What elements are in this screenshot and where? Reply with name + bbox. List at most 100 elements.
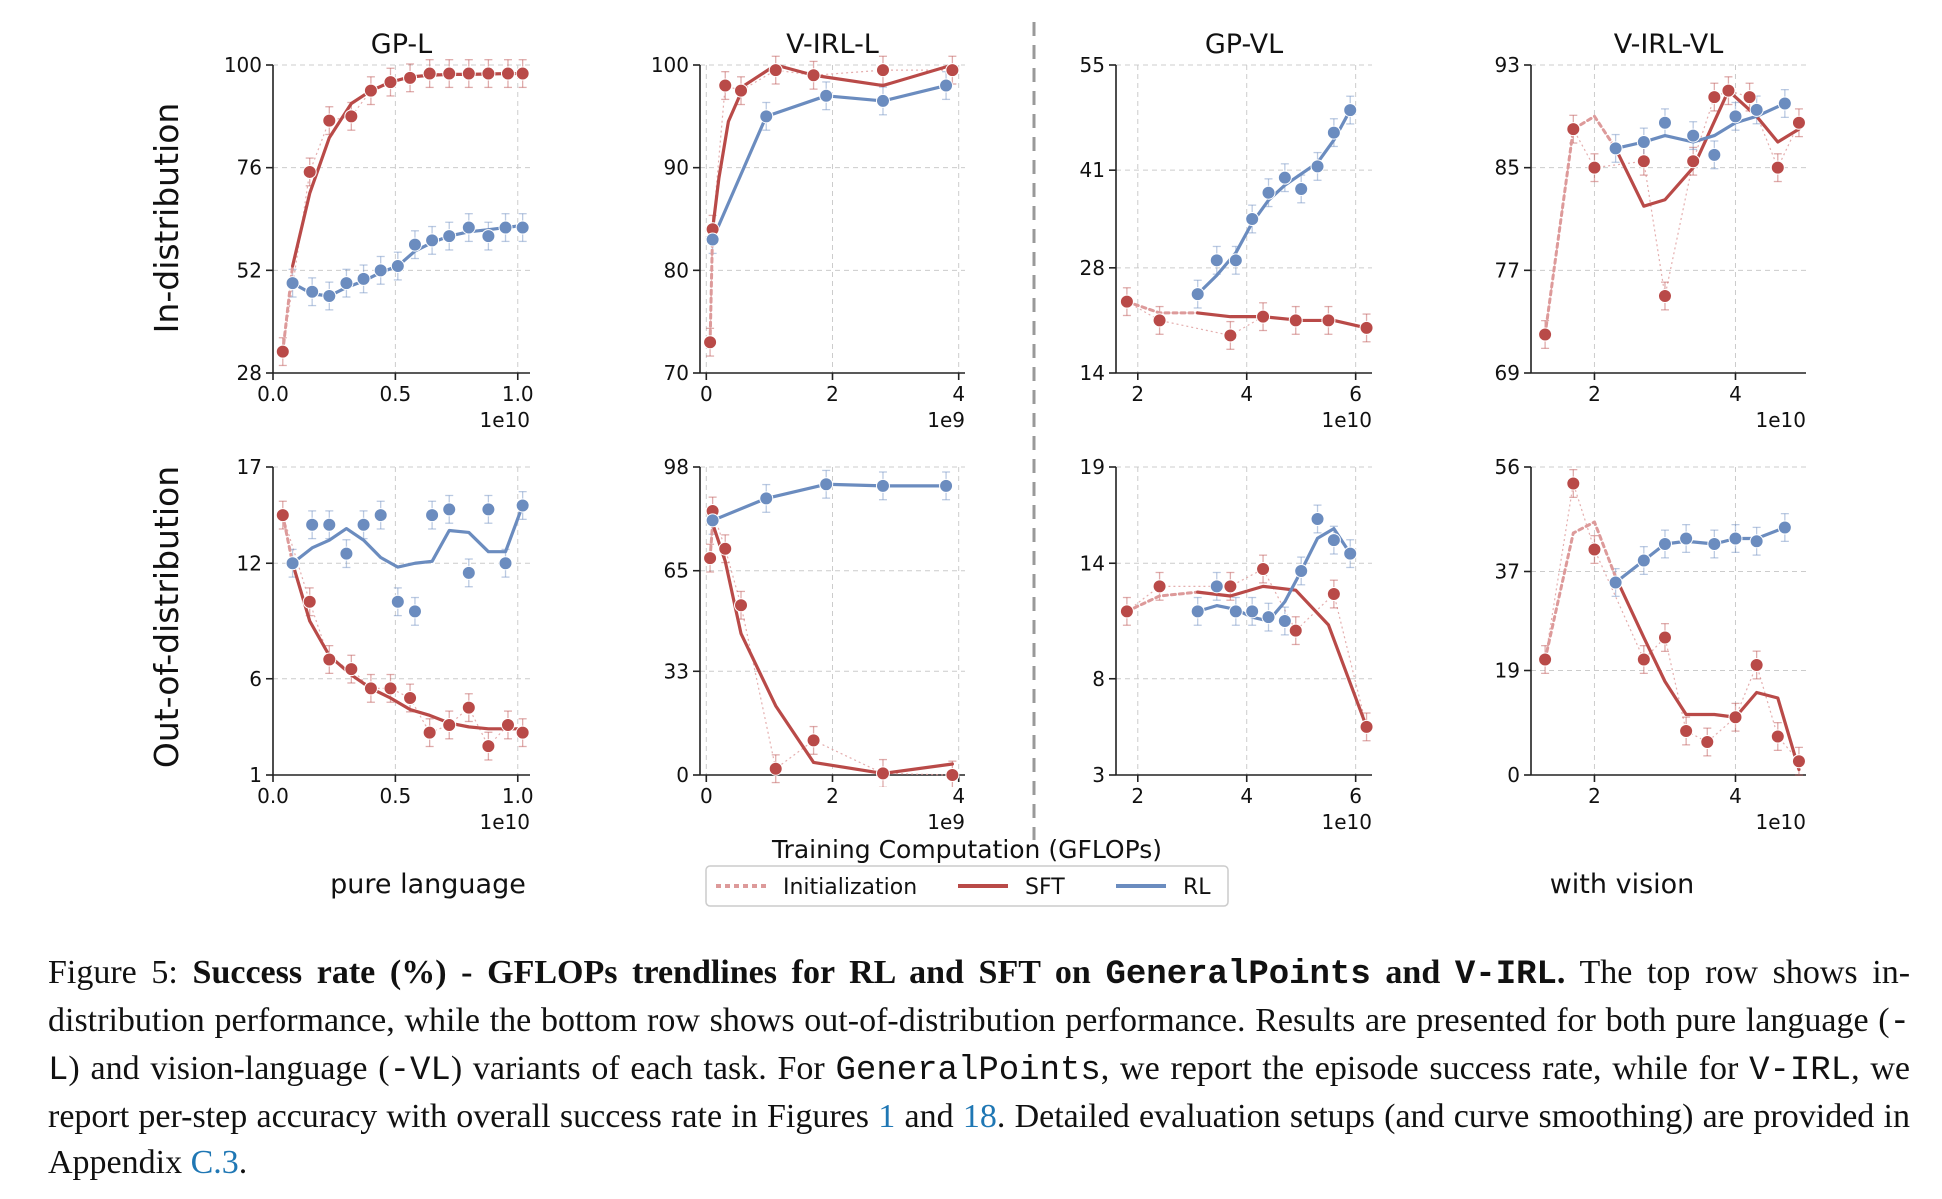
data-point-sft <box>383 75 398 90</box>
x-tick-label: 0.0 <box>257 382 289 406</box>
x-tick-label: 4 <box>952 784 965 808</box>
data-point-sft <box>442 66 457 81</box>
y-tick-label: 37 <box>1495 560 1520 584</box>
y-tick-label: 98 <box>664 455 689 479</box>
data-point-rl <box>322 517 337 532</box>
legend-label-initialization: Initialization <box>783 875 917 900</box>
data-point-sft <box>1152 313 1167 328</box>
caption-figure-link-18[interactable]: 18 <box>962 1098 997 1135</box>
data-point-sft <box>1636 154 1651 169</box>
data-point-sft <box>945 768 960 782</box>
y-tick-label: 6 <box>249 667 262 691</box>
y-tick-label: 65 <box>664 559 689 583</box>
data-point-sft <box>363 681 378 696</box>
caption-mono-vl: -VL <box>389 1052 451 1090</box>
subplot-title: V-IRL-L <box>786 29 879 60</box>
data-point-sft <box>302 164 317 179</box>
caption-bold-generalpoints: GeneralPoints <box>1105 956 1371 994</box>
subplot-title: GP-VL <box>1205 29 1283 60</box>
data-point-rl <box>759 109 774 124</box>
x-axis-scale-label: 1e10 <box>1756 810 1806 834</box>
data-point-rl <box>1749 534 1764 549</box>
data-point-rl <box>875 478 890 493</box>
data-point-sft <box>1538 327 1553 342</box>
data-point-rl <box>1608 575 1623 590</box>
series-line-sft <box>1614 89 1801 208</box>
sft-raw-connector <box>1544 483 1800 762</box>
y-tick-label: 14 <box>1080 361 1105 385</box>
y-tick-label: 41 <box>1080 158 1105 182</box>
data-point-rl <box>1310 159 1325 174</box>
y-tick-label: 14 <box>1080 551 1105 575</box>
legend-label-sft: SFT <box>1025 875 1065 900</box>
data-point-rl <box>425 233 440 248</box>
data-point-sft <box>322 113 337 128</box>
series-line-initialization <box>1125 300 1200 315</box>
data-point-sft <box>718 78 733 93</box>
data-point-rl <box>498 220 513 235</box>
caption-text-3: ) variants of each task. For <box>450 1050 825 1087</box>
data-point-rl <box>305 284 320 299</box>
data-point-rl <box>1261 610 1276 625</box>
data-point-rl <box>322 289 337 303</box>
series-line-sft <box>1614 575 1801 772</box>
x-axis-scale-label: 1e10 <box>1322 408 1372 432</box>
data-point-rl <box>1294 181 1309 196</box>
data-point-rl <box>1728 531 1743 546</box>
x-tick-label: 4 <box>1729 784 1742 808</box>
data-point-rl <box>1777 96 1792 111</box>
data-point-rl <box>1657 537 1672 551</box>
sft-raw-connector <box>1544 90 1800 335</box>
series-line-initialization <box>708 227 715 344</box>
x-axis-scale-label: 1e10 <box>480 408 530 432</box>
data-point-rl <box>1190 604 1205 619</box>
data-point-rl <box>339 276 354 291</box>
data-point-sft <box>718 541 733 556</box>
data-point-rl <box>819 88 834 103</box>
data-point-rl <box>285 276 300 291</box>
data-point-rl <box>1707 537 1722 551</box>
y-tick-label: 80 <box>664 258 689 282</box>
y-tick-label: 19 <box>1080 455 1105 479</box>
data-point-sft <box>734 83 749 98</box>
data-point-rl <box>515 220 530 235</box>
data-point-rl <box>1228 253 1243 268</box>
data-point-sft <box>945 63 960 78</box>
data-point-sft <box>1791 115 1806 130</box>
x-tick-label: 4 <box>1240 784 1253 808</box>
data-point-sft <box>1679 724 1694 738</box>
x-tick-label: 0.5 <box>379 382 411 406</box>
data-point-rl <box>339 546 354 561</box>
caption-text-2: ) and vision-language ( <box>68 1050 390 1087</box>
series-line-initialization <box>1125 590 1200 613</box>
data-point-sft <box>1791 754 1806 769</box>
subplot-plot-area <box>275 59 530 367</box>
data-point-rl <box>1209 579 1224 594</box>
data-point-sft <box>875 63 890 78</box>
data-point-rl <box>875 93 890 108</box>
subplot-plot-area <box>703 55 960 357</box>
data-point-sft <box>1223 579 1238 594</box>
caption-appendix-link[interactable]: C.3 <box>190 1144 239 1181</box>
data-point-sft <box>1359 320 1374 335</box>
y-tick-label: 19 <box>1495 659 1520 683</box>
data-point-rl <box>939 478 954 493</box>
data-point-rl <box>1277 614 1292 628</box>
x-tick-label: 1.0 <box>502 784 534 808</box>
series-line-rl <box>290 503 525 569</box>
subplot-plot-area <box>703 469 960 787</box>
data-point-sft <box>363 83 378 98</box>
caption-mono-l: -L <box>48 1004 1910 1090</box>
data-point-rl <box>939 78 954 93</box>
data-point-sft <box>322 652 337 667</box>
data-point-sft <box>1119 604 1134 619</box>
y-tick-label: 3 <box>1092 763 1105 787</box>
data-point-rl <box>1190 287 1205 302</box>
caption-figure-link-1[interactable]: 1 <box>878 1098 896 1135</box>
data-point-rl <box>1294 563 1309 578</box>
x-tick-label: 2 <box>1588 382 1601 406</box>
group-label-pure-language: pure language <box>330 869 526 900</box>
y-tick-label: 0 <box>676 763 689 787</box>
